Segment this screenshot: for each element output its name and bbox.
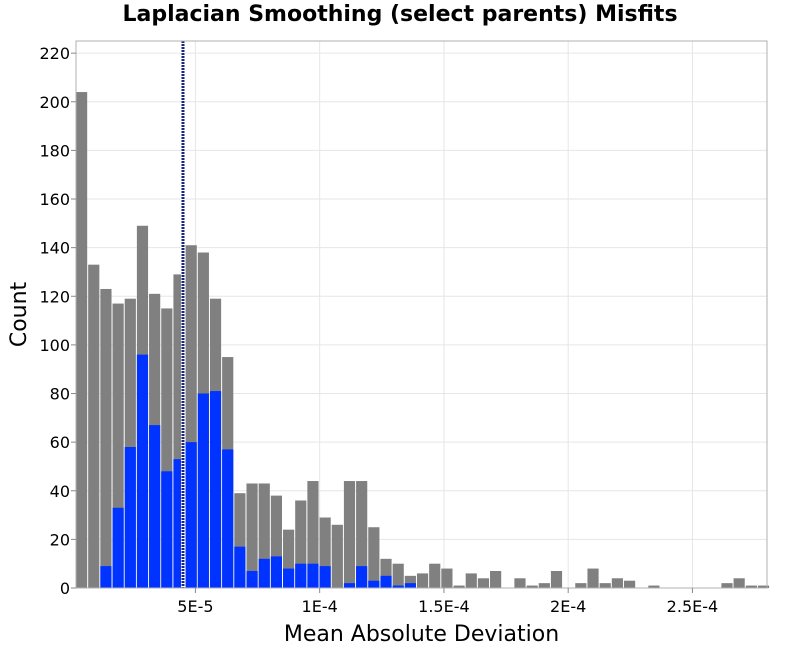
blue-bar	[404, 583, 416, 588]
gray-bar	[100, 288, 112, 588]
blue-bar	[136, 354, 149, 588]
gray-bar	[246, 483, 258, 588]
blue-bar	[392, 585, 404, 588]
gray-bar	[380, 558, 392, 588]
gray-bar	[307, 481, 319, 588]
y-tick-label: 20	[50, 530, 70, 549]
blue-bar	[258, 558, 270, 588]
blue-bar	[380, 575, 392, 588]
y-axis-label: Count	[7, 281, 32, 347]
gray-bar	[526, 585, 538, 588]
y-tick-label: 120	[39, 287, 70, 306]
x-tick-label: 1.5E-4	[418, 597, 470, 616]
chart-title: Laplacian Smoothing (select parents) Mis…	[122, 2, 678, 27]
blue-bar	[368, 580, 380, 588]
y-tick-label: 40	[50, 482, 70, 501]
blue-bar	[197, 393, 209, 588]
gray-bar	[538, 583, 550, 588]
gray-bar	[331, 524, 343, 588]
blue-bar	[270, 556, 283, 588]
y-tick-label: 100	[39, 336, 70, 355]
gray-bar	[368, 527, 380, 588]
blue-bar	[149, 425, 161, 588]
gray-bar	[648, 585, 660, 588]
gray-bar	[416, 573, 429, 588]
gray-bar	[429, 563, 441, 588]
gray-bar	[477, 578, 490, 588]
blue-bar	[173, 459, 185, 588]
gray-bar	[465, 573, 477, 588]
y-tick-label: 220	[39, 44, 70, 63]
blue-bar	[307, 563, 319, 588]
gray-bar	[124, 298, 136, 588]
x-axis-label: Mean Absolute Deviation	[284, 622, 559, 647]
gray-bar	[76, 92, 88, 588]
gray-bar	[623, 580, 636, 588]
gray-bar	[745, 585, 757, 588]
gray-bar	[258, 483, 270, 588]
x-tick-label: 5E-5	[177, 597, 213, 616]
blue-bar	[356, 566, 368, 588]
gray-bar	[392, 563, 404, 588]
gray-bar	[283, 529, 295, 588]
y-tick-label: 200	[39, 93, 70, 112]
gray-bar	[356, 481, 368, 588]
blue-bar	[222, 449, 234, 588]
blue-bar	[343, 583, 356, 588]
gray-bar	[453, 585, 465, 588]
gray-bar	[173, 274, 185, 588]
plot-frame	[75, 40, 768, 589]
blue-bar	[124, 446, 136, 588]
blue-bar	[295, 563, 307, 588]
y-tick-label: 140	[39, 239, 70, 258]
blue-bar	[112, 507, 124, 588]
gray-bar	[270, 495, 283, 588]
y-tick-label: 80	[50, 385, 70, 404]
gray-bar	[185, 245, 197, 589]
blue-bar	[246, 570, 258, 588]
gray-bar	[161, 308, 173, 588]
gray-bar	[490, 570, 502, 588]
gray-bar	[587, 568, 599, 588]
blue-bar	[234, 546, 246, 588]
gray-bar	[757, 585, 770, 588]
blue-bar	[283, 568, 295, 588]
x-tick-label: 2.5E-4	[667, 597, 719, 616]
blue-bar	[161, 471, 173, 588]
gray-bar	[343, 481, 356, 588]
blue-bar	[209, 391, 222, 588]
y-axis-ticks: 0 20 40 60 80 100 120 140 160 180 200 220	[39, 44, 76, 598]
gray-bar	[88, 264, 100, 588]
gray-bar	[733, 578, 745, 588]
gray-bar	[404, 575, 416, 588]
blue-bar	[100, 566, 112, 588]
y-tick-label: 160	[39, 190, 70, 209]
gray-bar	[575, 583, 587, 588]
gray-bar	[319, 517, 331, 588]
gray-bar	[599, 583, 611, 588]
blue-bar	[319, 566, 331, 588]
x-axis-ticks: 5E-5 1E-4 1.5E-4 2E-4 2.5E-4	[177, 588, 718, 616]
x-tick-label: 1E-4	[302, 597, 338, 616]
y-tick-label: 60	[50, 433, 70, 452]
blue-bar	[185, 442, 197, 588]
y-tick-label: 180	[39, 141, 70, 160]
gray-bar	[234, 493, 246, 588]
gray-bar	[112, 303, 124, 588]
blue-bar-series	[100, 354, 416, 588]
y-tick-label: 0	[60, 579, 70, 598]
gray-bar	[721, 583, 733, 588]
x-tick-label: 2E-4	[550, 597, 586, 616]
gray-bar	[441, 568, 453, 588]
gray-bar	[611, 578, 623, 588]
gray-bar	[550, 570, 563, 588]
gray-bar	[295, 500, 307, 588]
gray-bar	[514, 578, 526, 588]
